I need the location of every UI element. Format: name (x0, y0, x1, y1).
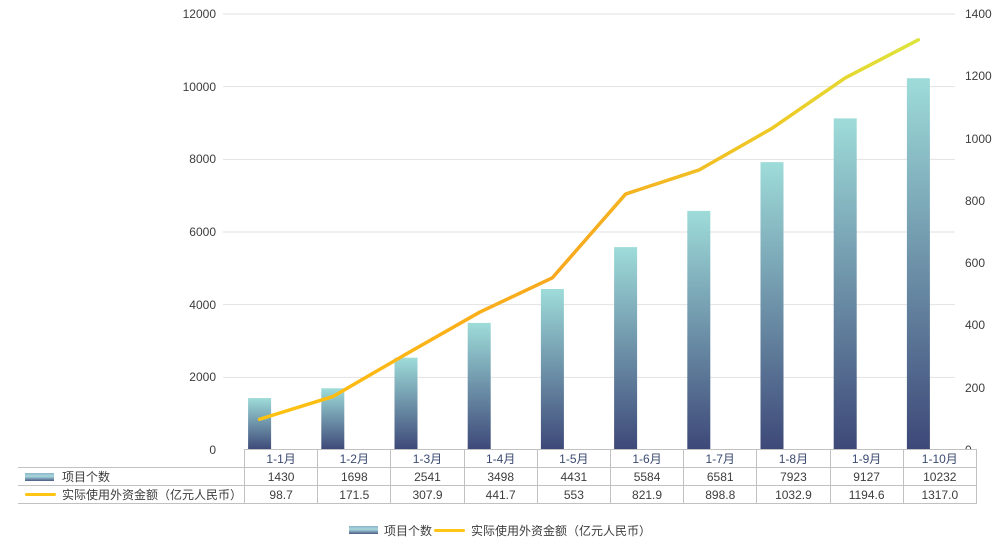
legend-label-projects: 项目个数 (383, 523, 432, 538)
bar (394, 357, 418, 450)
bar-series-swatch-icon (348, 526, 378, 534)
category-header-cell: 1-4月 (463, 449, 538, 468)
category-header-cell: 1-3月 (390, 449, 465, 468)
value-cell: 1032.9 (756, 485, 831, 504)
value-cell: 5584 (609, 467, 685, 486)
value-cell: 898.8 (683, 485, 758, 504)
category-header-cell: 1-9月 (829, 449, 904, 468)
bar (687, 210, 711, 450)
left-axis-tick: 10000 (182, 79, 216, 94)
gridlines (223, 13, 955, 378)
value-cell: 821.9 (609, 485, 685, 504)
value-cell: 553 (536, 485, 611, 504)
value-cell: 1698 (317, 467, 392, 486)
left-axis-tick: 8000 (189, 152, 216, 167)
category-header-cell: 1-6月 (609, 449, 685, 468)
value-cell: 3498 (463, 467, 538, 486)
value-cell: 307.9 (390, 485, 465, 504)
bar (760, 162, 784, 451)
bar (321, 388, 345, 450)
right-axis-tick: 400 (965, 318, 986, 333)
category-header-cell: 1-8月 (756, 449, 831, 468)
left-axis-tick: 2000 (189, 370, 216, 385)
value-cell: 10232 (902, 467, 977, 486)
series-label-cell: 实际使用外资金额（亿元人民币） (18, 485, 246, 504)
value-cell: 9127 (829, 467, 904, 486)
legend-label-capital: 实际使用外资金额（亿元人民币） (471, 523, 652, 538)
data-table: 1-1月 1-2月 1-3月 1-4月 1-5月 1-6月 1-7月 1-8月 1-9月 1-10… (18, 449, 977, 504)
bar-series (248, 78, 930, 451)
left-axis-tick: 12000 (182, 7, 216, 21)
line-series-swatch-icon (434, 528, 465, 532)
value-cell: 98.7 (244, 485, 319, 504)
value-cell: 6581 (683, 467, 758, 486)
category-header-cell: 1-10月 (902, 449, 977, 468)
right-axis-tick: 1400 (965, 7, 992, 21)
plot-area (223, 13, 955, 451)
value-cell: 1430 (244, 467, 319, 486)
series-label-cell: 项目个数 (18, 467, 246, 486)
bar (833, 118, 857, 450)
value-cell: 4431 (536, 467, 611, 486)
left-axis-tick: 6000 (189, 225, 216, 239)
bar (540, 289, 564, 450)
right-axis-tick: 600 (965, 256, 986, 271)
value-cell: 7923 (756, 467, 831, 486)
right-axis-tick: 1200 (965, 69, 992, 84)
table-corner-cell (18, 450, 245, 468)
value-cell: 2541 (390, 467, 465, 486)
line-series (257, 38, 921, 422)
category-header-cell: 1-1月 (244, 449, 319, 468)
right-axis-tick: 1000 (965, 131, 992, 146)
table-row: 项目个数 1430 1698 2541 3498 4431 5584 6581 7923 9127… (18, 467, 977, 486)
value-cell: 441.7 (463, 485, 538, 504)
bar-series-swatch-icon (25, 472, 54, 481)
right-axis-tick: 200 (965, 380, 986, 395)
legend-item-projects[interactable]: 项目个数 (348, 522, 432, 539)
value-cell: 171.5 (317, 485, 392, 504)
chart-legend: 项目个数 实际使用外资金额（亿元人民币） (0, 521, 1000, 539)
bar (906, 78, 930, 450)
value-cell: 1317.0 (902, 485, 977, 504)
series-name: 实际使用外资金额（亿元人民币） (62, 488, 243, 502)
bar (614, 247, 638, 450)
left-axis-tick: 0 (209, 443, 216, 457)
line-series-swatch-icon (25, 493, 56, 496)
category-header-cell: 1-5月 (536, 449, 611, 468)
left-axis-tick: 4000 (189, 297, 216, 312)
category-header-cell: 1-7月 (683, 449, 758, 468)
table-header-row: 1-1月 1-2月 1-3月 1-4月 1-5月 1-6月 1-7月 1-8月 1-9月 1-10… (18, 449, 977, 468)
bar (467, 322, 491, 450)
value-cell: 1194.6 (829, 485, 904, 504)
right-axis-tick: 800 (965, 193, 986, 208)
bar (248, 398, 272, 450)
legend-item-capital[interactable]: 实际使用外资金额（亿元人民币） (432, 522, 651, 539)
table-row: 实际使用外资金额（亿元人民币） 98.7 171.5 307.9 441.7 553 821… (18, 485, 977, 504)
category-header-cell: 1-2月 (317, 449, 392, 468)
series-name: 项目个数 (62, 470, 111, 484)
